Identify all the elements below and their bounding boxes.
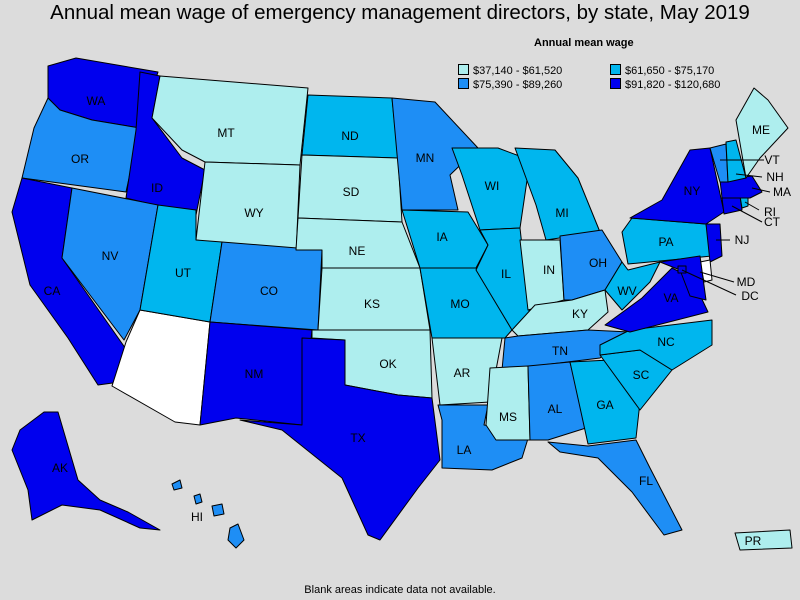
- label-UT: UT: [175, 266, 192, 280]
- label-NY: NY: [684, 184, 701, 198]
- state-NJ[interactable]: [705, 223, 723, 263]
- label-GA: GA: [596, 398, 613, 412]
- state-CT[interactable]: [721, 195, 743, 215]
- legend-swatch-2: [610, 64, 621, 75]
- state-ME[interactable]: [735, 87, 789, 179]
- label-VA: VA: [663, 291, 678, 305]
- footnote: Blank areas indicate data not available.: [304, 584, 496, 596]
- leader-RI: [744, 201, 760, 211]
- state-AL[interactable]: [527, 361, 587, 441]
- label-RI: RI: [764, 205, 776, 219]
- state-MD[interactable]: [659, 255, 707, 301]
- leader-MD: [699, 271, 735, 283]
- label-SC: SC: [633, 368, 650, 382]
- label-OH: OH: [589, 256, 607, 270]
- state-NY[interactable]: [629, 147, 725, 225]
- label-NM: NM: [245, 367, 264, 381]
- label-ME: ME: [752, 123, 770, 137]
- state-TX[interactable]: [239, 337, 441, 541]
- legend-label-3: $75,390 - $89,260: [473, 79, 563, 91]
- state-ND[interactable]: [301, 94, 399, 159]
- legend-item-4: $91,820 - $120,680: [610, 78, 720, 91]
- state-HI-small-islands[interactable]: [171, 479, 183, 491]
- label-OK: OK: [379, 357, 396, 371]
- label-NJ: NJ: [735, 233, 750, 247]
- label-WV: WV: [617, 284, 636, 298]
- legend-item-3: $75,390 - $89,260: [458, 78, 562, 91]
- label-OR: OR: [71, 152, 89, 166]
- state-NM[interactable]: [199, 321, 313, 426]
- state-FL[interactable]: [547, 439, 683, 536]
- state-HI-maui[interactable]: [211, 503, 225, 517]
- label-WY: WY: [244, 206, 263, 220]
- label-IN: IN: [543, 263, 555, 277]
- label-NH: NH: [766, 170, 783, 184]
- map-title: Annual mean wage of emergency management…: [50, 1, 750, 24]
- label-AK: AK: [52, 461, 68, 475]
- label-PR: PR: [745, 534, 762, 548]
- state-HI[interactable]: [227, 523, 245, 549]
- label-MO: MO: [450, 297, 469, 311]
- label-WI: WI: [485, 179, 500, 193]
- label-SD: SD: [343, 185, 360, 199]
- label-LA: LA: [457, 443, 472, 457]
- state-IN[interactable]: [519, 239, 565, 311]
- legend-item-1: $37,140 - $61,520: [458, 64, 562, 77]
- label-VT: VT: [764, 153, 780, 167]
- label-CO: CO: [260, 284, 278, 298]
- label-MT: MT: [217, 126, 235, 140]
- label-NV: NV: [102, 249, 119, 263]
- label-TN: TN: [552, 344, 568, 358]
- label-MD: MD: [737, 275, 756, 289]
- label-PA: PA: [658, 235, 673, 249]
- legend-item-2: $61,650 - $75,170: [610, 64, 714, 77]
- state-MS[interactable]: [485, 365, 531, 441]
- label-CA: CA: [44, 284, 61, 298]
- label-FL: FL: [639, 474, 653, 488]
- leader-NH: [735, 173, 763, 178]
- state-NV[interactable]: [61, 187, 159, 341]
- state-AK[interactable]: [11, 411, 161, 531]
- legend-label-4: $91,820 - $120,680: [625, 79, 721, 91]
- label-KS: KS: [364, 297, 380, 311]
- label-ND: ND: [341, 129, 359, 143]
- state-HI-oahu[interactable]: [193, 493, 203, 505]
- legend-swatch-4: [610, 78, 621, 89]
- label-IL: IL: [501, 267, 511, 281]
- legend-swatch-1: [458, 64, 469, 75]
- legend-label-2: $61,650 - $75,170: [625, 65, 715, 77]
- legend-label-1: $37,140 - $61,520: [473, 65, 563, 77]
- leader-MA: [751, 187, 771, 193]
- label-HI: HI: [191, 510, 203, 524]
- label-MN: MN: [416, 151, 435, 165]
- state-MI[interactable]: [514, 147, 601, 241]
- state-PR[interactable]: [734, 529, 793, 551]
- state-MO[interactable]: [419, 267, 513, 339]
- label-MA: MA: [773, 185, 791, 199]
- label-MI: MI: [555, 206, 568, 220]
- label-ID: ID: [151, 181, 163, 195]
- label-AL: AL: [548, 402, 563, 416]
- label-MS: MS: [499, 410, 517, 424]
- label-IA: IA: [436, 230, 447, 244]
- label-DC: DC: [741, 289, 759, 303]
- leader-CT: [731, 205, 763, 223]
- state-DC[interactable]: [677, 265, 687, 274]
- label-WA: WA: [87, 94, 106, 108]
- legend-title: Annual mean wage: [534, 37, 634, 49]
- leader-DC: [681, 269, 737, 296]
- label-TX: TX: [350, 431, 365, 445]
- label-AR: AR: [454, 366, 471, 380]
- label-NC: NC: [657, 335, 675, 349]
- label-NE: NE: [349, 244, 366, 258]
- legend-swatch-3: [458, 78, 469, 89]
- label-CT: CT: [764, 215, 781, 229]
- label-KY: KY: [572, 307, 588, 321]
